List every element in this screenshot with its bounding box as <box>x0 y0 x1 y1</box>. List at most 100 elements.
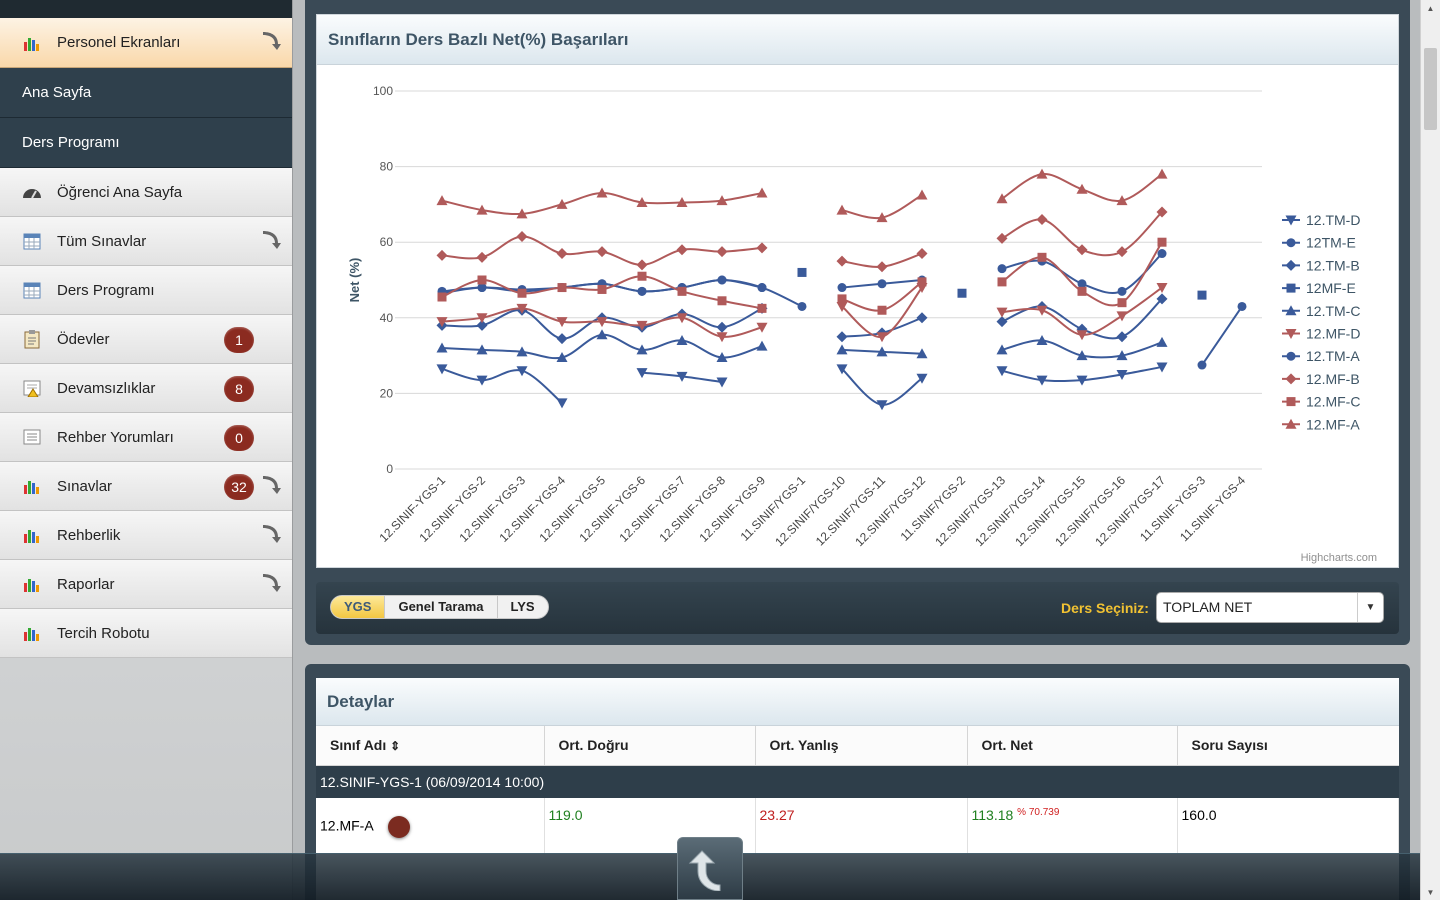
sidebar-item-11[interactable]: Raporlar <box>0 560 292 609</box>
sidebar-item-7[interactable]: Devamsızlıklar 8 <box>0 364 292 413</box>
data-point <box>676 244 688 256</box>
data-point <box>1076 350 1088 361</box>
data-point <box>1197 360 1207 370</box>
color-dot <box>387 816 410 838</box>
chart-panel: Sınıfların Ders Bazlı Net(%) Başarıları … <box>305 0 1410 645</box>
chevron-down-icon[interactable]: ▼ <box>1357 593 1383 622</box>
bar-chart-icon <box>22 574 42 594</box>
data-point <box>436 249 448 261</box>
col-ort-dogru[interactable]: Ort. Doğru <box>544 726 756 766</box>
data-point <box>436 364 448 375</box>
tab-lys[interactable]: LYS <box>510 599 535 614</box>
tab-genel-tarama[interactable]: Genel Tarama <box>385 596 498 618</box>
x-tick-label: 12.SINIF/YGS-15 <box>1012 473 1088 549</box>
data-point <box>1157 237 1167 247</box>
scroll-thumb[interactable] <box>1424 48 1437 130</box>
data-point <box>996 344 1008 355</box>
legend-item[interactable]: 12.TM-D <box>1306 212 1360 228</box>
legend-item[interactable]: 12.TM-B <box>1306 257 1360 273</box>
scroll-top-button[interactable] <box>677 837 743 900</box>
data-point <box>636 259 648 271</box>
legend-item[interactable]: 12.TM-C <box>1306 303 1360 319</box>
cell-net: 113.18 % 70.739 <box>967 798 1178 853</box>
data-point <box>1285 373 1297 385</box>
sidebar-item-0[interactable]: Personel Ekranları <box>0 18 292 68</box>
data-point <box>476 375 488 386</box>
table-header-row: Sınıf Adı ⇕ Ort. Doğru Ort. Yanlış Ort. … <box>316 726 1399 766</box>
details-title: Detaylar <box>316 678 1399 726</box>
sidebar-item-10[interactable]: Rehberlik <box>0 511 292 560</box>
calendar-icon <box>22 231 42 251</box>
expand-arrow-icon[interactable] <box>260 523 282 551</box>
y-axis-label: Net (%) <box>347 258 362 303</box>
highcharts-credit[interactable]: Highcharts.com <box>1301 552 1377 564</box>
back-arrow-icon <box>688 849 721 891</box>
legend-item[interactable]: 12.MF-B <box>1306 371 1360 387</box>
scroll-down-icon[interactable]: ▼ <box>1426 887 1435 897</box>
legend-item[interactable]: 12.MF-A <box>1306 416 1360 432</box>
sidebar-item-9[interactable]: Sınavlar 32 <box>0 462 292 511</box>
sidebar-item-4[interactable]: Tüm Sınavlar <box>0 217 292 266</box>
sidebar-item-label: Ders Programı <box>57 281 155 299</box>
data-point <box>1286 283 1296 293</box>
data-point <box>917 277 927 287</box>
sidebar-item-1[interactable]: Ana Sayfa <box>0 68 292 118</box>
data-point <box>996 366 1008 377</box>
col-sinif-adi[interactable]: Sınıf Adı ⇕ <box>316 726 545 766</box>
data-point <box>1116 370 1128 380</box>
sidebar-item-12[interactable]: Tercih Robotu <box>0 609 292 658</box>
expand-arrow-icon[interactable] <box>260 229 282 257</box>
data-point <box>1156 362 1168 373</box>
data-point <box>1286 351 1296 361</box>
sidebar-item-6[interactable]: Ödevler 1 <box>0 315 292 364</box>
x-tick-label: 12.SINIF/YGS-11 <box>813 473 889 549</box>
data-point <box>876 346 888 357</box>
data-point <box>717 296 727 306</box>
data-point <box>1076 244 1088 256</box>
data-point <box>1286 238 1296 248</box>
expand-arrow-icon[interactable] <box>260 474 282 502</box>
data-point <box>1116 331 1128 343</box>
expand-arrow-icon[interactable] <box>260 572 282 600</box>
sort-icon[interactable]: ⇕ <box>390 739 401 754</box>
scroll-up-icon[interactable]: ▲ <box>1426 3 1435 13</box>
sidebar-item-3[interactable]: Öğrenci Ana Sayfa <box>0 168 292 217</box>
ders-select-value: TOPLAM NET <box>1163 599 1253 615</box>
data-point <box>1116 246 1128 258</box>
sidebar-menu: Personel Ekranları Ana Sayfa Ders Programı… <box>0 18 292 658</box>
sidebar-item-label: Ana Sayfa <box>22 84 92 101</box>
data-point <box>876 400 888 411</box>
details-table: Sınıf Adı ⇕ Ort. Doğru Ort. Yanlış Ort. … <box>316 726 1399 853</box>
legend-item[interactable]: 12.TM-A <box>1306 348 1360 364</box>
expand-arrow-icon[interactable] <box>260 30 282 58</box>
data-point <box>1285 418 1297 429</box>
legend-item[interactable]: 12MF-E <box>1306 280 1356 296</box>
legend-item[interactable]: 12TM-E <box>1306 235 1356 251</box>
tab-ygs[interactable]: YGS <box>331 596 386 618</box>
sidebar-item-8[interactable]: Rehber Yorumları 0 <box>0 413 292 462</box>
data-point <box>516 366 528 377</box>
sidebar-item-label: Sınavlar <box>57 477 113 495</box>
data-point <box>1156 206 1168 218</box>
data-point <box>676 197 688 208</box>
data-point <box>836 344 848 355</box>
sidebar-item-5[interactable]: Ders Programı <box>0 266 292 315</box>
data-point <box>997 277 1007 287</box>
col-soru-sayisi[interactable]: Soru Sayısı <box>1177 726 1399 766</box>
legend-item[interactable]: 12.MF-D <box>1306 326 1360 342</box>
ders-select[interactable]: TOPLAM NET ▼ <box>1156 592 1384 623</box>
page-scrollbar[interactable]: ▲ ▼ <box>1420 0 1440 900</box>
legend-item[interactable]: 12.MF-C <box>1306 394 1360 410</box>
data-point <box>677 286 687 296</box>
data-point <box>1036 305 1048 316</box>
y-tick-label: 100 <box>373 84 393 98</box>
col-ort-yanlis[interactable]: Ort. Yanlış <box>755 726 968 766</box>
data-point <box>476 319 488 331</box>
data-point <box>716 377 728 388</box>
cell-soru: 160.0 <box>1177 798 1399 853</box>
sidebar-item-2[interactable]: Ders Programı <box>0 118 292 168</box>
data-point <box>1076 183 1088 194</box>
col-ort-net[interactable]: Ort. Net <box>967 726 1178 766</box>
x-tick-label: 12.SINIF/YGS-16 <box>1052 473 1128 549</box>
data-point <box>1285 305 1297 316</box>
